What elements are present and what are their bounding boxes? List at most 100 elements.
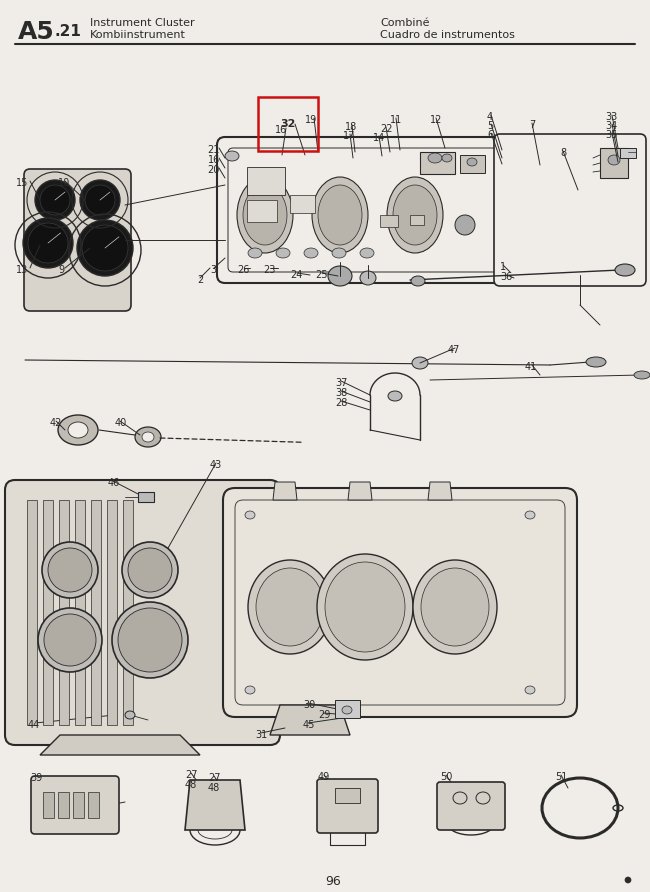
Text: 31: 31 <box>255 730 267 740</box>
Ellipse shape <box>58 415 98 445</box>
Text: 34: 34 <box>605 121 617 131</box>
Text: 18: 18 <box>345 122 358 132</box>
Text: 42: 42 <box>50 418 62 428</box>
Bar <box>247 200 277 222</box>
Ellipse shape <box>48 548 92 592</box>
Text: 15: 15 <box>16 178 29 188</box>
Text: 25: 25 <box>315 270 328 280</box>
Ellipse shape <box>225 151 239 161</box>
Text: 35: 35 <box>605 130 617 140</box>
Bar <box>88 792 99 818</box>
Polygon shape <box>348 482 372 500</box>
Text: 28: 28 <box>335 398 347 408</box>
Text: 7: 7 <box>529 120 535 130</box>
Text: 47: 47 <box>448 345 460 355</box>
Ellipse shape <box>118 608 182 672</box>
Text: 20: 20 <box>207 165 220 175</box>
Text: 4: 4 <box>487 112 493 122</box>
Ellipse shape <box>526 163 614 257</box>
Text: 9: 9 <box>58 265 64 275</box>
Text: 32: 32 <box>280 119 296 129</box>
Ellipse shape <box>112 602 188 678</box>
Polygon shape <box>185 780 245 830</box>
Ellipse shape <box>245 511 255 519</box>
Ellipse shape <box>360 271 376 285</box>
Ellipse shape <box>518 155 622 265</box>
Ellipse shape <box>248 560 332 654</box>
Text: 10: 10 <box>58 178 70 188</box>
Bar <box>460 155 485 173</box>
FancyBboxPatch shape <box>437 782 505 830</box>
Ellipse shape <box>508 145 632 275</box>
Bar <box>600 148 628 178</box>
Text: 24: 24 <box>290 270 302 280</box>
Ellipse shape <box>325 562 405 652</box>
Bar <box>380 215 398 227</box>
Polygon shape <box>40 735 200 755</box>
Text: 36: 36 <box>500 272 512 282</box>
Bar <box>335 700 360 718</box>
Text: 39: 39 <box>30 773 42 783</box>
Ellipse shape <box>125 711 135 719</box>
Text: Cuadro de instrumentos: Cuadro de instrumentos <box>380 30 515 40</box>
Ellipse shape <box>68 422 88 438</box>
Ellipse shape <box>80 180 120 220</box>
Ellipse shape <box>85 185 115 215</box>
FancyBboxPatch shape <box>217 137 523 283</box>
Text: 38: 38 <box>335 388 347 398</box>
Text: 30: 30 <box>303 700 315 710</box>
Ellipse shape <box>360 248 374 258</box>
Ellipse shape <box>586 357 606 367</box>
Ellipse shape <box>608 155 620 165</box>
Ellipse shape <box>634 371 650 379</box>
Text: 6: 6 <box>487 130 493 140</box>
Ellipse shape <box>332 248 346 258</box>
Bar <box>73 792 84 818</box>
Bar <box>123 500 133 725</box>
Bar <box>247 167 285 195</box>
Bar <box>91 500 101 725</box>
Text: 23: 23 <box>263 265 276 275</box>
Bar <box>410 215 424 225</box>
FancyBboxPatch shape <box>228 148 512 272</box>
Text: 26: 26 <box>237 265 250 275</box>
Ellipse shape <box>77 220 133 276</box>
FancyBboxPatch shape <box>5 480 280 745</box>
Ellipse shape <box>421 568 489 646</box>
Ellipse shape <box>387 177 443 253</box>
Bar <box>290 195 315 213</box>
Text: A5: A5 <box>18 20 55 44</box>
Ellipse shape <box>135 427 161 447</box>
Text: 46: 46 <box>108 478 120 488</box>
Bar <box>59 500 69 725</box>
Text: 17: 17 <box>343 131 356 141</box>
Ellipse shape <box>615 264 635 276</box>
Ellipse shape <box>82 225 128 271</box>
Text: 19: 19 <box>305 115 317 125</box>
Text: 2: 2 <box>197 275 203 285</box>
Text: 27: 27 <box>185 770 198 780</box>
Text: 27: 27 <box>208 773 220 783</box>
Bar <box>75 500 85 725</box>
Ellipse shape <box>328 266 352 286</box>
Bar <box>43 792 54 818</box>
Text: 33: 33 <box>605 112 617 122</box>
Ellipse shape <box>44 614 96 666</box>
Ellipse shape <box>442 154 452 162</box>
Ellipse shape <box>128 548 172 592</box>
Text: 37: 37 <box>335 378 347 388</box>
Ellipse shape <box>413 560 497 654</box>
Polygon shape <box>273 482 297 500</box>
Text: Combiné: Combiné <box>380 18 430 28</box>
Ellipse shape <box>40 185 70 215</box>
Ellipse shape <box>552 788 608 828</box>
Text: 29: 29 <box>318 710 330 720</box>
Text: 43: 43 <box>210 460 222 470</box>
Text: 48: 48 <box>208 783 220 793</box>
Text: 49: 49 <box>318 772 330 782</box>
FancyBboxPatch shape <box>31 776 119 834</box>
Ellipse shape <box>23 218 73 268</box>
Text: 51: 51 <box>555 772 567 782</box>
Ellipse shape <box>312 177 368 253</box>
Ellipse shape <box>142 432 154 442</box>
